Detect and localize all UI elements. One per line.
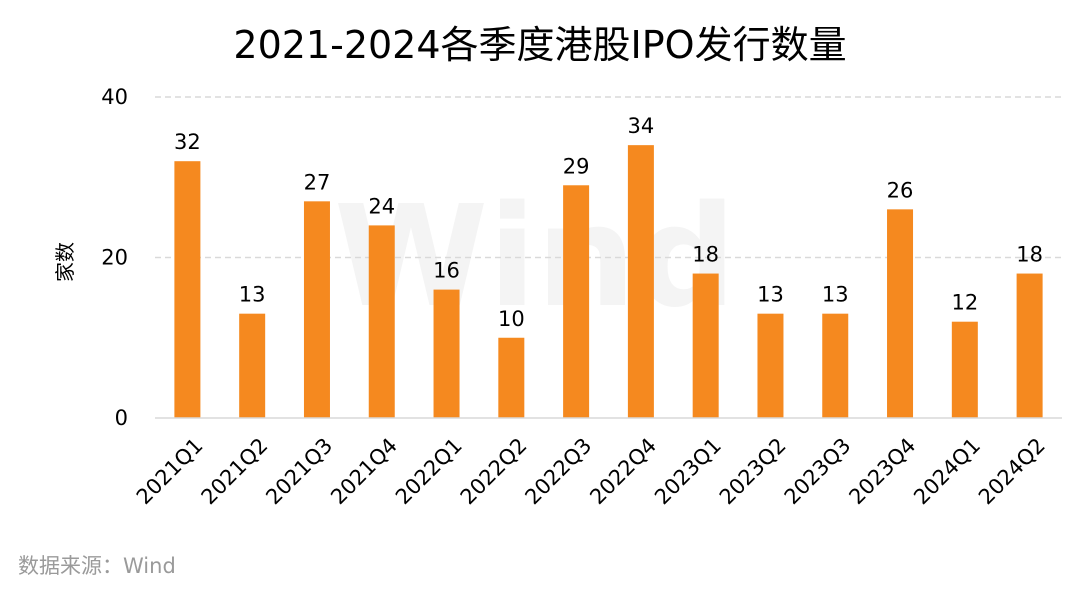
- bar-2022Q2: [498, 337, 525, 418]
- bar-2023Q3: [822, 313, 849, 418]
- source-note: 数据来源：Wind: [18, 554, 176, 578]
- y-axis-title: 家数: [53, 242, 77, 282]
- x-tick-label-2023Q3: 2023Q3: [780, 433, 856, 509]
- x-tick-label-2023Q2: 2023Q2: [715, 433, 791, 509]
- x-tick-label-2022Q3: 2022Q3: [520, 433, 596, 509]
- bars: [174, 145, 1043, 418]
- bar-2023Q4: [887, 209, 914, 418]
- data-label-2021Q3: 27: [304, 170, 331, 194]
- data-label-2023Q4: 26: [887, 178, 914, 202]
- bar-2021Q3: [303, 201, 330, 418]
- bar-2022Q3: [563, 185, 590, 418]
- bar-2024Q2: [1016, 273, 1043, 418]
- x-tick-label-2023Q1: 2023Q1: [650, 433, 726, 509]
- data-label-2023Q3: 13: [822, 283, 849, 307]
- y-tick-label: 20: [101, 246, 128, 270]
- x-axis-ticks: 2021Q12021Q22021Q32021Q42022Q12022Q22022…: [132, 433, 1050, 509]
- bar-2021Q4: [368, 225, 395, 418]
- data-label-2022Q1: 16: [433, 259, 460, 283]
- y-tick-label: 40: [101, 85, 128, 109]
- y-tick-label: 0: [115, 406, 128, 430]
- data-label-2021Q2: 13: [239, 283, 266, 307]
- x-tick-label-2023Q4: 2023Q4: [844, 433, 920, 509]
- x-tick-label-2024Q2: 2024Q2: [974, 433, 1050, 509]
- data-label-2024Q1: 12: [951, 291, 978, 315]
- chart-title: 2021-2024各季度港股IPO发行数量: [233, 23, 846, 67]
- x-tick-label-2021Q3: 2021Q3: [261, 433, 337, 509]
- data-label-2022Q4: 34: [628, 114, 655, 138]
- bar-2021Q2: [239, 313, 266, 418]
- data-label-2021Q4: 24: [368, 194, 395, 218]
- data-labels: 32 13 27 24 16 10 29 34 18 13 13 26 12 18: [174, 114, 1043, 331]
- bar-2021Q1: [174, 161, 201, 418]
- x-tick-label-2021Q2: 2021Q2: [197, 433, 273, 509]
- x-tick-label-2021Q1: 2021Q1: [132, 433, 208, 509]
- data-label-2022Q2: 10: [498, 307, 525, 331]
- bar-2024Q1: [951, 321, 978, 418]
- x-tick-label-2021Q4: 2021Q4: [326, 433, 402, 509]
- data-label-2023Q1: 18: [692, 243, 719, 267]
- bar-2022Q1: [433, 289, 460, 418]
- data-label-2022Q3: 29: [563, 154, 590, 178]
- data-label-2023Q2: 13: [757, 283, 784, 307]
- data-label-2021Q1: 32: [174, 130, 201, 154]
- bar-2023Q1: [692, 273, 719, 418]
- bar-2023Q2: [757, 313, 784, 418]
- x-tick-label-2024Q1: 2024Q1: [909, 433, 985, 509]
- data-label-2024Q2: 18: [1016, 243, 1043, 267]
- x-tick-label-2022Q4: 2022Q4: [585, 433, 661, 509]
- x-tick-label-2022Q1: 2022Q1: [391, 433, 467, 509]
- y-axis-ticks: 0 20 40: [101, 85, 128, 430]
- bar-2022Q4: [627, 145, 654, 418]
- x-tick-label-2022Q2: 2022Q2: [456, 433, 532, 509]
